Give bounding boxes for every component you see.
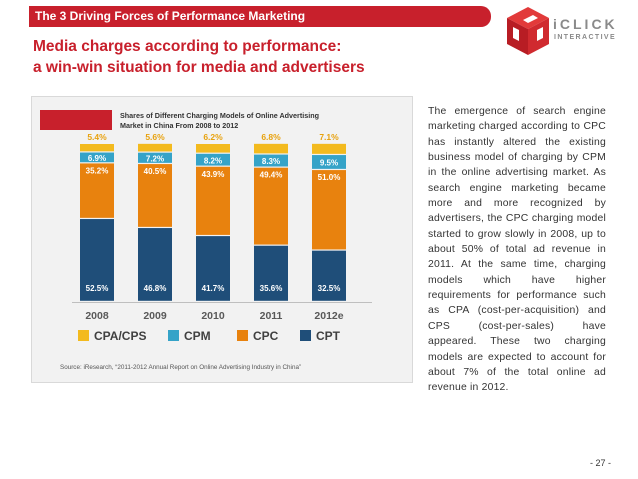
data-label-cpm-2008: 6.9% (88, 154, 106, 163)
bar-cpa-cps-2008 (80, 144, 114, 152)
bar-cpc-2010 (196, 166, 230, 235)
legend-label-cpt: CPT (316, 329, 341, 343)
chart-title-line1: Shares of Different Charging Models of O… (120, 111, 319, 120)
bar-cpt-2010 (196, 236, 230, 301)
bar-cpc-2012e (312, 170, 346, 250)
header-title: The 3 Driving Forces of Performance Mark… (35, 9, 306, 23)
top-label-2008: 5.4% (87, 132, 107, 142)
legend-label-cpa-cps: CPA/CPS (94, 329, 146, 343)
bar-cpc-2009 (138, 164, 172, 227)
logo-sub: INTERACTIVE (554, 34, 617, 41)
slide-title: Media charges according to performance: … (33, 36, 453, 78)
chart-title-line2: Market in China From 2008 to 2012 (120, 121, 238, 130)
bar-cpt-2012e (312, 250, 346, 301)
data-label-cpt-2010: 41.7% (202, 284, 225, 293)
data-label-cpc-2011: 49.4% (260, 171, 283, 180)
bar-cpt-2009 (138, 228, 172, 301)
bar-cpa-cps-2012e (312, 143, 346, 154)
bar-cpc-2011 (254, 167, 288, 245)
legend-swatch-cpa-cps (78, 330, 89, 341)
cube-logo-icon (507, 7, 549, 55)
data-label-cpt-2012e: 32.5% (318, 284, 341, 293)
x-tick-2012e: 2012e (314, 310, 343, 322)
slide-title-line2: a win-win situation for media and advert… (33, 59, 365, 76)
logo-brand: iCLICK (553, 16, 618, 32)
data-label-cpt-2009: 46.8% (144, 284, 167, 293)
bar-cpm-2009 (138, 152, 172, 163)
bar-cpa-cps-2009 (138, 143, 172, 152)
bar-cpm-2012e (312, 155, 346, 169)
bar-cpm-2010 (196, 153, 230, 166)
chart-title-accent (40, 110, 112, 130)
stacked-bar-chart: Shares of Different Charging Models of O… (40, 110, 372, 371)
bar-cpm-2008 (80, 152, 114, 163)
bar-cpt-2008 (80, 219, 114, 301)
data-label-cpc-2012e: 51.0% (318, 173, 341, 182)
top-label-2012e: 7.1% (319, 132, 339, 142)
iclick-logo: iCLICK INTERACTIVE (505, 5, 623, 57)
data-label-cpm-2012e: 9.5% (320, 159, 338, 168)
x-tick-2009: 2009 (143, 310, 167, 322)
bar-cpa-cps-2010 (196, 144, 230, 153)
data-label-cpc-2009: 40.5% (144, 167, 167, 176)
chart-source: Source: iResearch, “2011-2012 Annual Rep… (60, 364, 301, 371)
top-label-2010: 6.2% (203, 132, 223, 142)
data-label-cpm-2010: 8.2% (204, 156, 222, 165)
top-label-2009: 5.6% (145, 132, 165, 142)
legend-swatch-cpm (168, 330, 179, 341)
legend-swatch-cpt (300, 330, 311, 341)
legend-swatch-cpc (237, 330, 248, 341)
x-tick-2010: 2010 (201, 310, 225, 322)
x-tick-2011: 2011 (260, 310, 283, 322)
legend-label-cpm: CPM (184, 329, 211, 343)
data-label-cpc-2010: 43.9% (202, 170, 225, 179)
body-text: The emergence of search engine marketing… (428, 106, 606, 394)
slide-title-line1: Media charges according to performance: (33, 38, 342, 55)
chart-panel: Shares of Different Charging Models of O… (31, 96, 413, 383)
data-label-cpt-2011: 35.6% (260, 284, 283, 293)
header-bar: The 3 Driving Forces of Performance Mark… (29, 6, 491, 27)
bar-cpc-2008 (80, 163, 114, 218)
top-label-2011: 6.8% (261, 132, 281, 142)
page-number: - 27 - (590, 458, 612, 468)
data-label-cpc-2008: 35.2% (86, 166, 109, 175)
bar-cpt-2011 (254, 245, 288, 301)
data-label-cpm-2009: 7.2% (146, 154, 164, 163)
legend-label-cpc: CPC (253, 329, 279, 343)
data-label-cpm-2011: 8.3% (262, 157, 280, 166)
bar-cpa-cps-2011 (254, 143, 288, 154)
x-tick-2008: 2008 (85, 310, 109, 322)
bar-cpm-2011 (254, 154, 288, 167)
data-label-cpt-2008: 52.5% (86, 284, 109, 293)
